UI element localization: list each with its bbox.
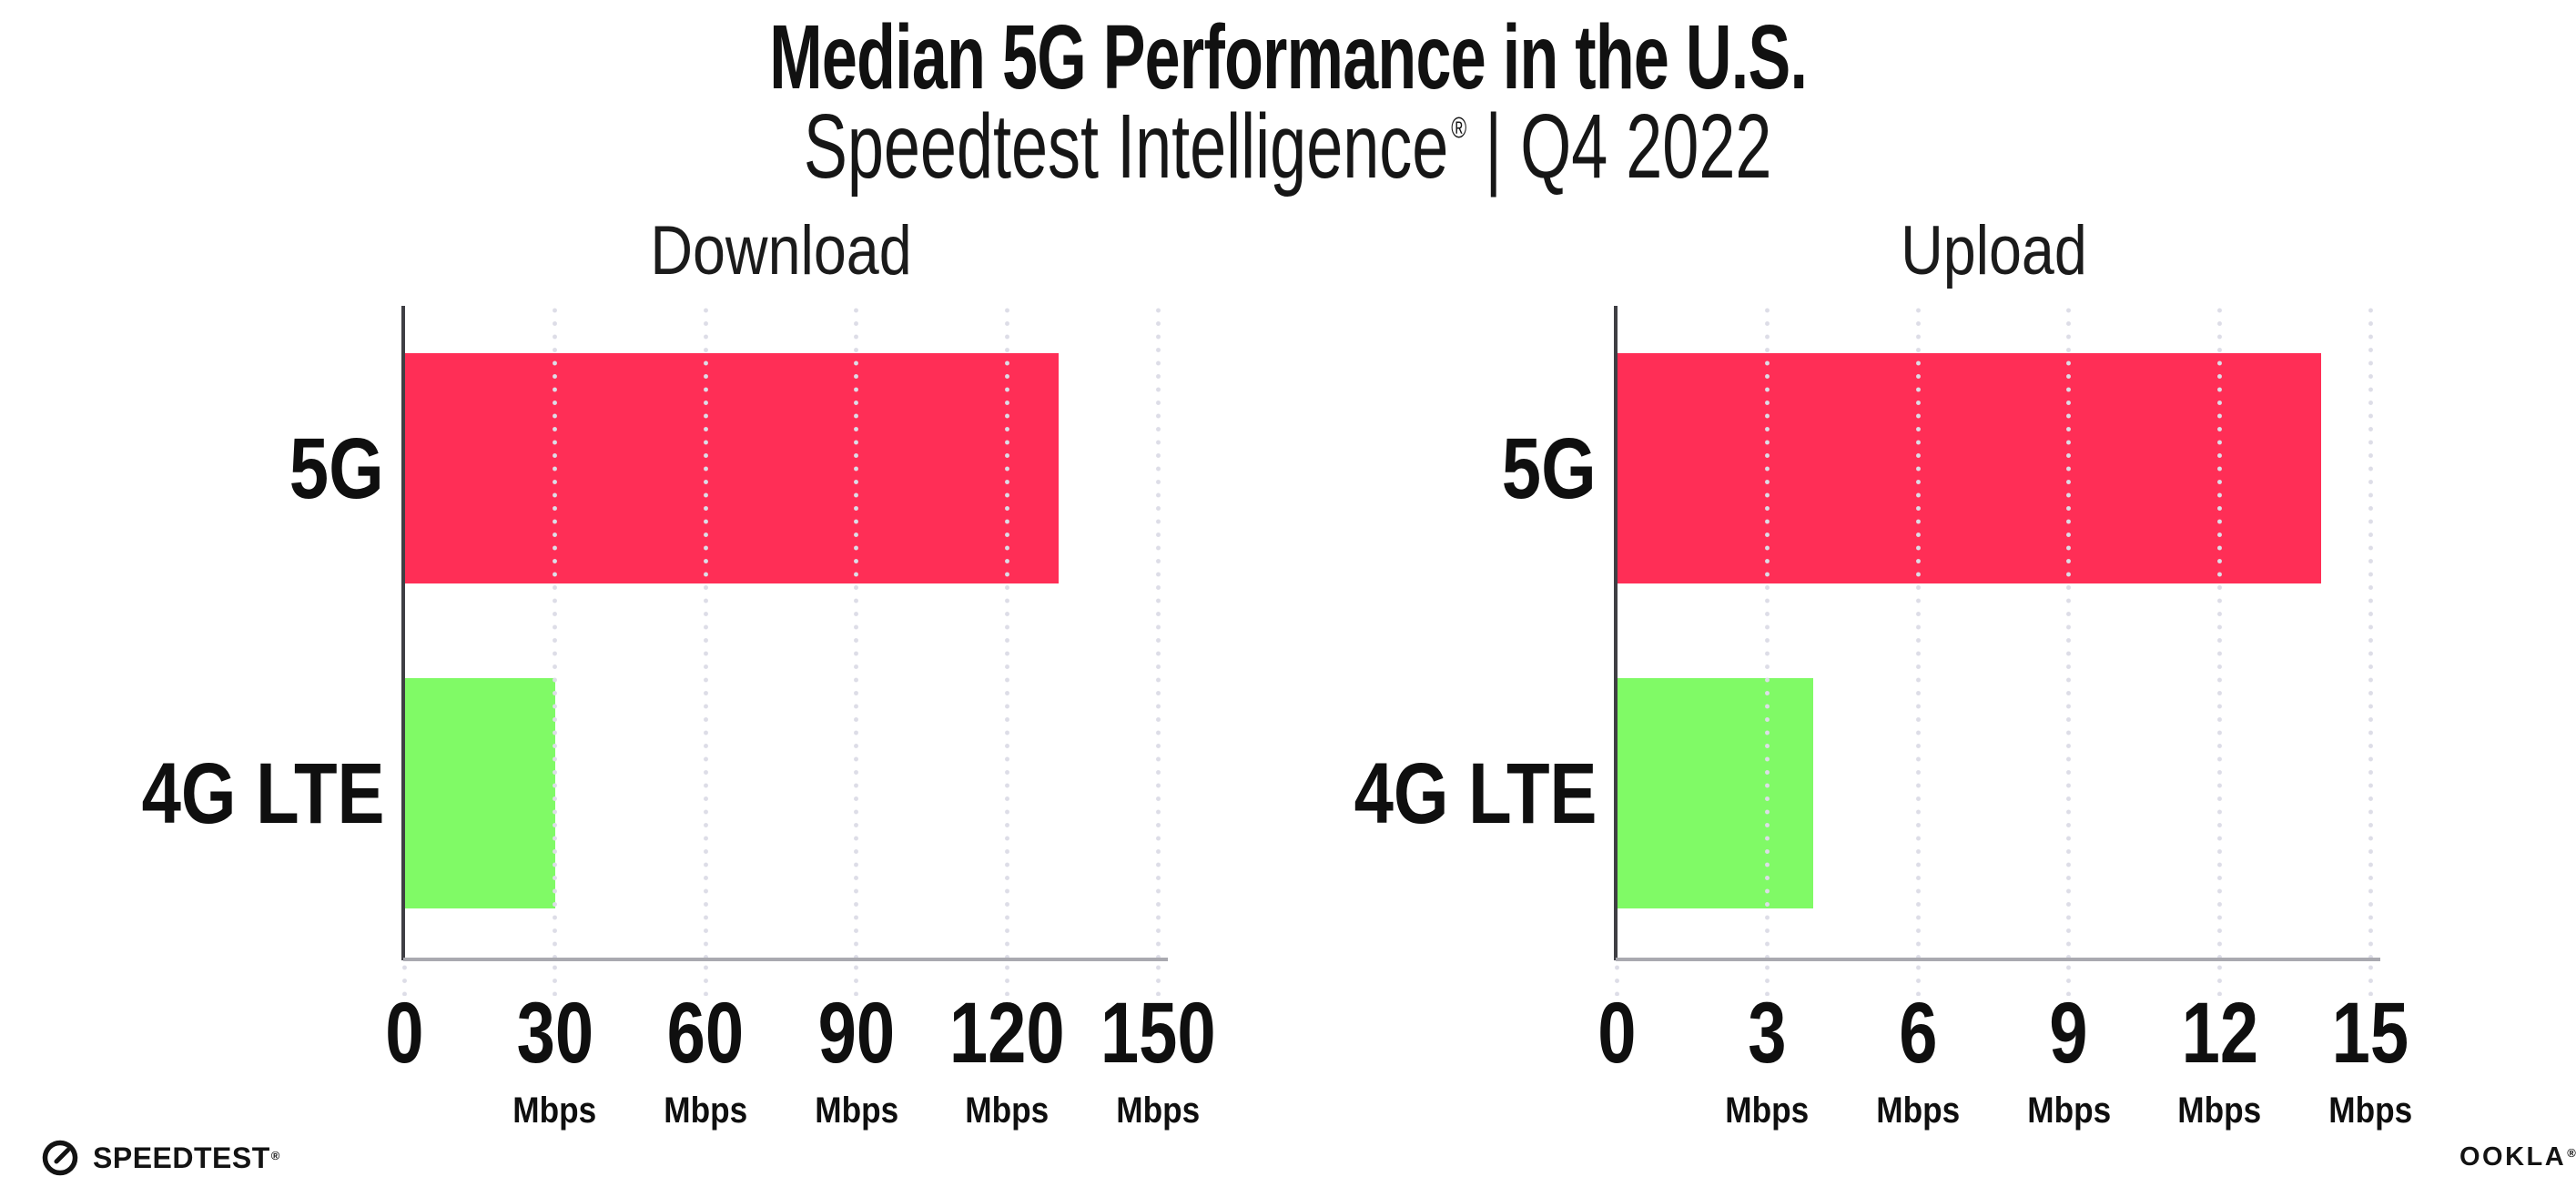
category-label-5g: 5G [1502, 421, 1597, 517]
download-plot-area [401, 306, 1168, 996]
tick-mark [1915, 963, 1921, 996]
upload-chart: Upload 5G 4G LTE 0 3 Mbps 6 Mbps 9 Mbps 12 Mbps 1… [1354, 212, 2412, 1129]
tick-value: 12 [2181, 985, 2258, 1081]
ookla-wordmark: OOKLA [2459, 1142, 2567, 1172]
tick-mark [2216, 963, 2222, 996]
x-tick-label: 9 Mbps [1923, 985, 2215, 1131]
tick-value: 120 [948, 985, 1065, 1081]
tick-unit: Mbps [1876, 1090, 1961, 1131]
category-label-4g-lte: 4G LTE [141, 746, 384, 842]
tick-unit: Mbps [512, 1090, 597, 1131]
gridline [1004, 306, 1009, 958]
page-subtitle: Speedtest Intelligence® | Q4 2022 [469, 95, 2107, 199]
tick-mark [1765, 963, 1770, 996]
download-chart-title: Download [650, 212, 912, 289]
gridline [1155, 306, 1161, 958]
tick-value: 60 [666, 985, 745, 1081]
category-label-5g: 5G [289, 421, 384, 517]
tick-value: 15 [2331, 985, 2409, 1081]
x-tick-label: 150 Mbps [1012, 985, 1303, 1131]
speedtest-wordmark: SPEEDTEST® [93, 1141, 280, 1174]
tick-mark [401, 963, 407, 996]
tick-mark [1004, 963, 1009, 996]
gridline [2216, 306, 2222, 958]
bar-4g-lte-upload [1618, 678, 1814, 908]
registered-trademark-icon: ® [1451, 111, 1467, 144]
x-tick-label: 120 Mbps [861, 985, 1152, 1131]
gridline [854, 306, 859, 958]
tick-unit: Mbps [2328, 1090, 2412, 1131]
tick-mark [2066, 963, 2072, 996]
tick-value: 0 [384, 985, 424, 1081]
tick-mark [2368, 963, 2373, 996]
category-label-4g-lte: 4G LTE [1354, 746, 1597, 842]
speedtest-logo: SPEEDTEST® [40, 1137, 280, 1179]
tick-unit: Mbps [2177, 1090, 2262, 1131]
x-axis-line [1616, 958, 2380, 961]
tick-value: 90 [817, 985, 896, 1081]
tick-value: 6 [1899, 985, 1938, 1081]
tick-unit: Mbps [814, 1090, 898, 1131]
tick-value: 3 [1748, 985, 1787, 1081]
tick-unit: Mbps [1116, 1090, 1200, 1131]
download-chart: Download 5G 4G LTE 0 30 Mbps 60 Mbps 90 Mbps 12… [141, 212, 1215, 1129]
subtitle-product: Speedtest Intelligence [804, 96, 1449, 198]
tick-unit: Mbps [664, 1090, 748, 1131]
tick-value: 150 [1100, 985, 1216, 1081]
gridline [553, 306, 558, 958]
x-tick-label: 3 Mbps [1622, 985, 1913, 1131]
tick-value: 30 [516, 985, 593, 1081]
tick-unit: Mbps [2026, 1090, 2111, 1131]
gridline [2066, 306, 2072, 958]
gridline [1915, 306, 1921, 958]
tick-value: 9 [2049, 985, 2088, 1081]
gridline [2368, 306, 2373, 958]
speedtest-registered-mark: ® [270, 1149, 280, 1162]
speedtest-gauge-icon [42, 1140, 78, 1176]
upload-chart-title: Upload [1900, 212, 2087, 289]
y-axis-line [1614, 306, 1618, 960]
page-title: Median 5G Performance in the U.S. [469, 5, 2107, 110]
tick-unit: Mbps [1725, 1090, 1810, 1131]
bar-5g-download [405, 353, 1059, 583]
x-tick-label: 90 Mbps [711, 985, 1002, 1131]
bar-5g-upload [1618, 353, 2321, 583]
tick-mark [1614, 963, 1619, 996]
tick-value: 0 [1597, 985, 1637, 1081]
x-tick-label: 12 Mbps [2074, 985, 2365, 1131]
gridline [703, 306, 708, 958]
gridline [1765, 306, 1770, 958]
tick-mark [553, 963, 558, 996]
ookla-logo: OOKLA® [2459, 1141, 2576, 1175]
page-subtitle-text: Speedtest Intelligence® | Q4 2022 [804, 95, 1772, 199]
upload-plot-area [1614, 306, 2380, 996]
tick-mark [703, 963, 708, 996]
bar-4g-lte-download [405, 678, 556, 908]
x-tick-label: 6 Mbps [1772, 985, 2064, 1131]
tick-mark [854, 963, 859, 996]
subtitle-separator: | [1485, 96, 1503, 198]
x-tick-label: 15 Mbps [2225, 985, 2516, 1131]
subtitle-period: Q4 2022 [1520, 96, 1772, 198]
x-tick-label: 30 Mbps [410, 985, 701, 1131]
tick-mark [1155, 963, 1161, 996]
x-tick-label: 0 [1471, 990, 1762, 1077]
x-tick-label: 60 Mbps [560, 985, 851, 1131]
ookla-registered-mark: ® [2567, 1146, 2576, 1160]
x-tick-label: 0 [259, 990, 550, 1077]
tick-unit: Mbps [965, 1090, 1050, 1131]
y-axis-line [401, 306, 405, 960]
page-title-text: Median 5G Performance in the U.S. [769, 6, 1808, 108]
x-axis-line [403, 958, 1168, 961]
